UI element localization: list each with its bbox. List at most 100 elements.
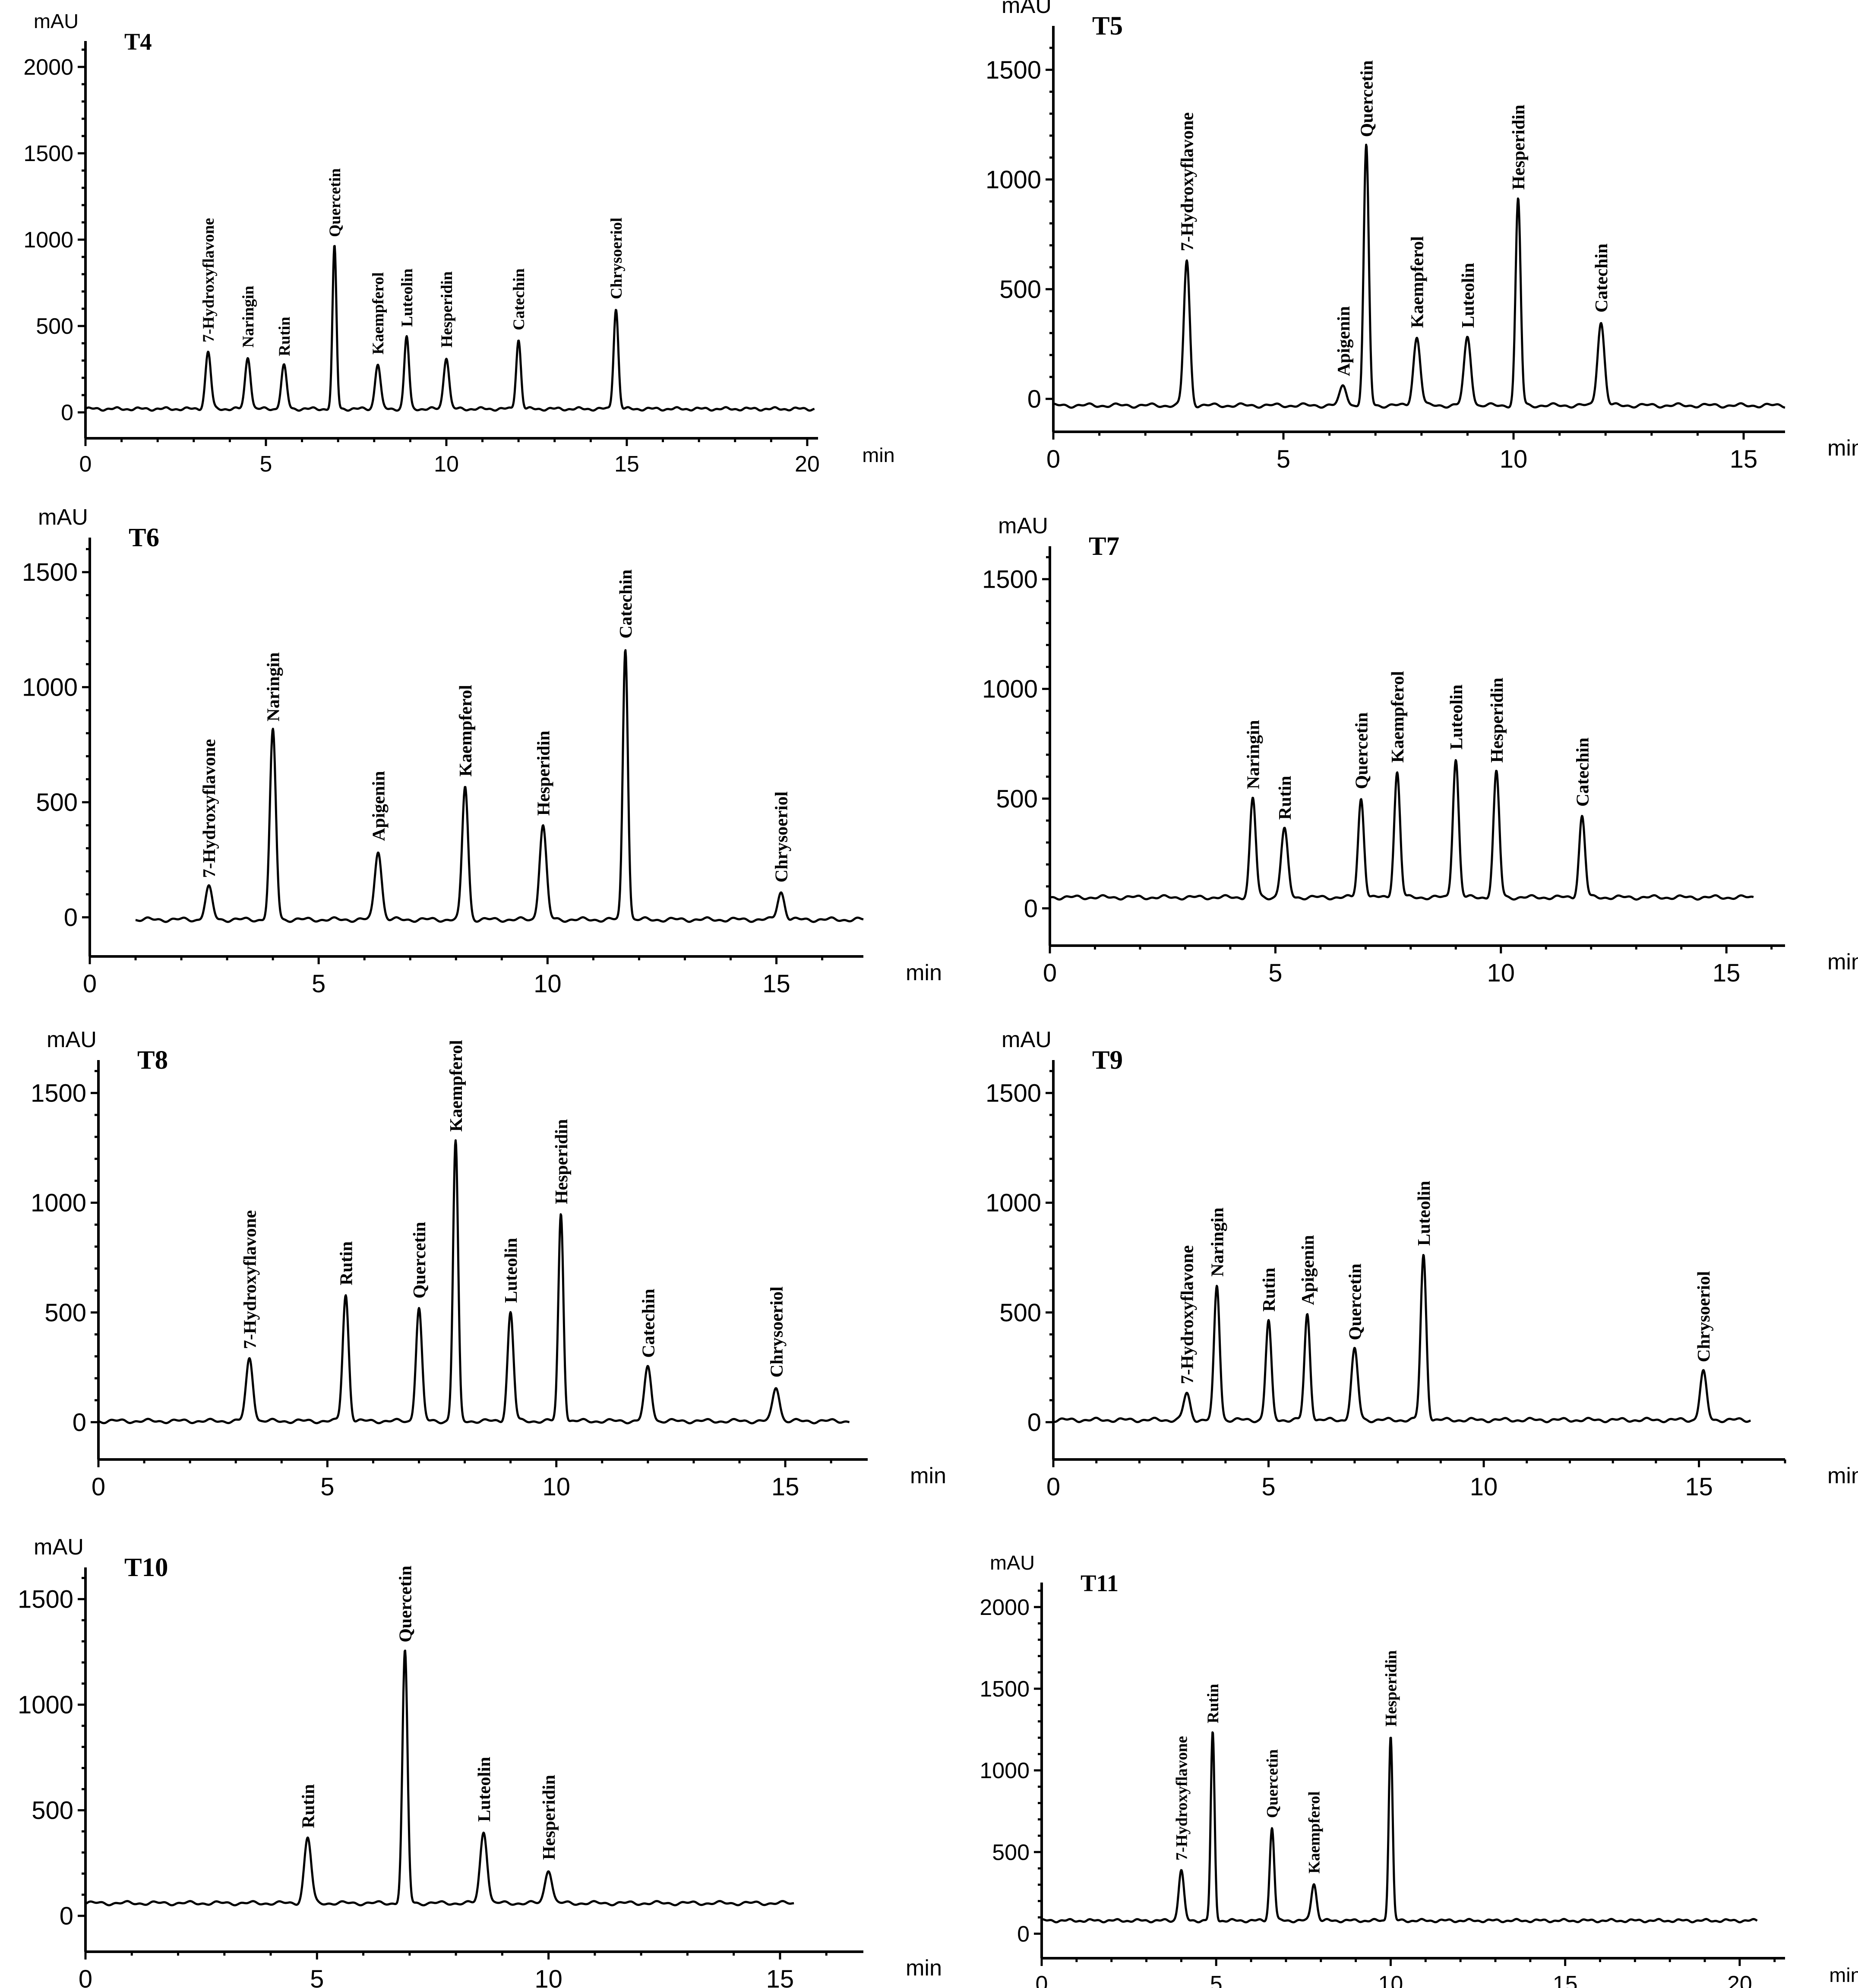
y-tick-label: 1000: [22, 674, 78, 702]
peak-label: 7-Hydroxyflavone: [1173, 1736, 1191, 1860]
x-tick-label: 15: [1685, 1473, 1713, 1501]
chart-panel-t10: 0 500 1000 1500 0 5 10 15 mAU min T10 Rutin Querceti…: [18, 1535, 942, 1988]
peak-label: Apigenin: [1334, 306, 1354, 376]
panel-title: T5: [1092, 12, 1123, 41]
peak-label: Hesperidin: [534, 731, 553, 816]
peak-label: Naringin: [264, 652, 284, 722]
x-tick-label: 5: [1277, 445, 1290, 473]
panel-title: T8: [137, 1046, 168, 1075]
peak-label: Quercetin: [1345, 1263, 1365, 1340]
chart-panel-t7: 0 500 1000 1500 0 5 10 15 mAU min T7 Naringin Rutin Q…: [982, 513, 1858, 987]
peak-label: 7-Hydroxyflavone: [1178, 112, 1198, 251]
x-tick-label: 5: [1261, 1473, 1275, 1501]
x-unit-label: min: [910, 1463, 946, 1488]
x-tick-label: 15: [614, 452, 639, 477]
x-tick-label: 15: [766, 1965, 794, 1988]
peak-label: Rutin: [336, 1241, 356, 1285]
x-unit-label: min: [862, 444, 894, 466]
x-tick-label: 5: [310, 1965, 324, 1988]
x-unit-label: min: [1829, 1964, 1858, 1986]
y-unit-label: mAU: [998, 513, 1048, 538]
peak-label: Catechin: [1592, 244, 1612, 313]
y-tick-label: 0: [61, 400, 73, 425]
y-tick-label: 500: [36, 788, 78, 817]
y-tick-label: 2000: [23, 55, 73, 80]
peak-label: Kaempferol: [456, 685, 476, 777]
panel-title: T4: [124, 28, 152, 55]
y-tick-label: 1500: [23, 141, 73, 166]
y-tick-label: 0: [64, 904, 78, 932]
peak-label: Chrysoeriol: [608, 218, 626, 299]
peak-label: Rutin: [276, 317, 294, 356]
peak-label: Chrysoeriol: [1694, 1271, 1714, 1362]
y-unit-label: mAU: [34, 10, 79, 32]
chromatogram-trace: [1041, 1731, 1758, 1924]
peak-label: Rutin: [1204, 1684, 1222, 1723]
x-tick-label: 0: [79, 1965, 92, 1988]
y-tick-label: 500: [32, 1797, 73, 1825]
x-tick-label: 0: [1043, 959, 1057, 987]
y-unit-label: mAU: [1002, 0, 1052, 18]
x-tick-label: 15: [771, 1473, 799, 1501]
y-tick-label: 500: [999, 1299, 1041, 1327]
peak-label: Naringin: [240, 285, 257, 348]
x-tick-label: 10: [1500, 445, 1528, 473]
peak-label: Catechin: [616, 570, 636, 639]
y-unit-label: mAU: [990, 1551, 1035, 1574]
panel-title: T9: [1092, 1046, 1123, 1075]
y-unit-label: mAU: [47, 1027, 97, 1052]
x-tick-label: 0: [79, 452, 92, 477]
peak-label: Quercetin: [396, 1566, 416, 1643]
peak-label: 7-Hydroxyflavone: [200, 218, 218, 342]
peak-label: Quercetin: [1352, 712, 1371, 789]
chart-panel-t6: 0 500 1000 1500 0 5 10 15 mAU min T6 7-Hydroxyflavo…: [22, 505, 942, 998]
chart-panel-t9: 0 500 1000 1500 0 5 10 15 mAU min T9 7-Hydroxyflavo…: [986, 1027, 1858, 1501]
x-tick-label: 10: [534, 970, 562, 998]
y-tick-label: 1000: [980, 1758, 1030, 1783]
panel-title: T10: [124, 1553, 168, 1582]
x-tick-label: 0: [1046, 1473, 1060, 1501]
x-tick-label: 15: [762, 970, 790, 998]
peak-label: Catechin: [638, 1288, 658, 1358]
y-tick-label: 1500: [982, 566, 1038, 594]
y-tick-label: 0: [73, 1409, 86, 1437]
peak-label: Naringin: [1244, 720, 1264, 789]
y-tick-label: 0: [1024, 895, 1038, 923]
peak-label: Luteolin: [1458, 263, 1478, 328]
peak-label: Quercetin: [1264, 1749, 1282, 1818]
x-tick-label: 5: [320, 1473, 334, 1501]
y-tick-label: 500: [44, 1299, 86, 1327]
y-tick-label: 1500: [31, 1079, 86, 1108]
peak-label: Naringin: [1207, 1207, 1227, 1276]
y-tick-label: 0: [1027, 1409, 1041, 1437]
x-unit-label: min: [1827, 950, 1858, 975]
x-tick-label: 15: [1730, 445, 1758, 473]
y-tick-label: 500: [36, 314, 73, 339]
peak-label: Rutin: [1275, 776, 1295, 820]
x-tick-label: 0: [92, 1473, 105, 1501]
peak-label: Kaempferol: [1306, 1791, 1324, 1874]
peak-label: Luteolin: [1414, 1181, 1434, 1246]
y-unit-label: mAU: [1002, 1027, 1052, 1052]
peak-label: Luteolin: [398, 269, 416, 327]
x-unit-label: min: [1827, 1463, 1858, 1488]
peak-label: Kaempferol: [1408, 236, 1428, 328]
peak-label: Chrysoeriol: [772, 791, 792, 883]
y-unit-label: mAU: [38, 505, 88, 530]
x-tick-label: 20: [1727, 1972, 1752, 1988]
peak-label: Apigenin: [369, 771, 389, 841]
y-tick-label: 1000: [18, 1691, 73, 1719]
chromatogram-trace: [1052, 143, 1786, 409]
x-tick-label: 0: [83, 970, 97, 998]
y-tick-label: 1500: [986, 1079, 1041, 1108]
peak-label: Hesperidin: [552, 1119, 572, 1204]
peak-label: Catechin: [1573, 738, 1593, 807]
peak-label: Luteolin: [1447, 684, 1466, 750]
peak-label: Kaempferol: [446, 1040, 466, 1132]
x-tick-label: 0: [1036, 1972, 1048, 1988]
chart-panel-t4: 0 500 1000 1500 2000 0 5 10 15 20 mAU min T4 7-Hydrox…: [23, 10, 894, 477]
y-tick-label: 500: [996, 785, 1038, 813]
peak-label: Quercetin: [410, 1222, 430, 1299]
chromatogram-trace: [135, 649, 864, 923]
